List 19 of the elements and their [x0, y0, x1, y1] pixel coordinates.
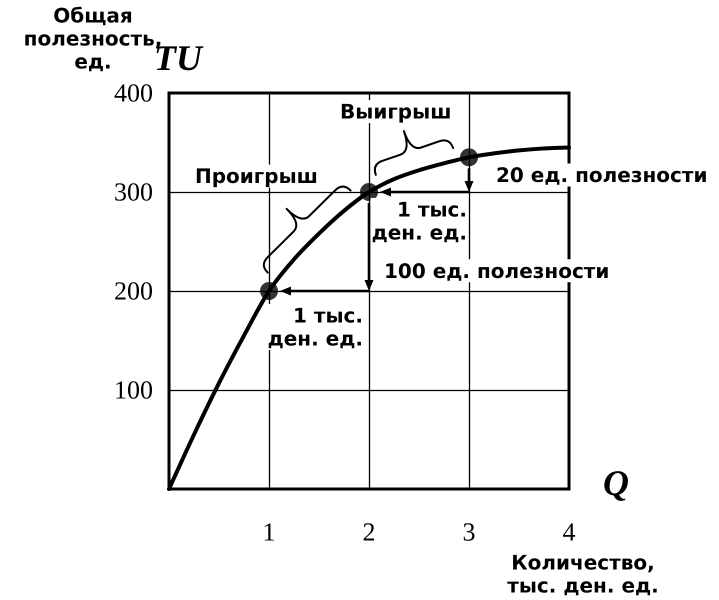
x-axis-title: Количество, тыс. ден. ед. — [507, 550, 659, 598]
y-tick-label: 200 — [114, 276, 153, 306]
annotation: Выигрыш — [340, 100, 452, 124]
text: Q — [603, 463, 629, 504]
annotation: 100 ед. полезности — [384, 258, 610, 283]
annotation: Проигрыш — [195, 164, 318, 188]
annotation: 1 тыс. ден. ед. — [372, 197, 467, 244]
point — [260, 282, 278, 300]
x-tick-label: 2 — [362, 518, 376, 546]
y-tick-label: 100 — [114, 376, 153, 404]
x-tick-label: 3 — [462, 518, 476, 546]
y-tick-label: 300 — [114, 178, 153, 206]
point — [460, 148, 478, 166]
point — [360, 183, 378, 201]
x-tick-label: 4 — [562, 518, 576, 546]
annotation: 1 тыс. ден. ед. — [268, 304, 363, 351]
x-tick-label: 1 — [262, 518, 276, 546]
annotation: 20 ед. полезности — [496, 162, 708, 187]
y-tick-label: 400 — [114, 78, 153, 108]
